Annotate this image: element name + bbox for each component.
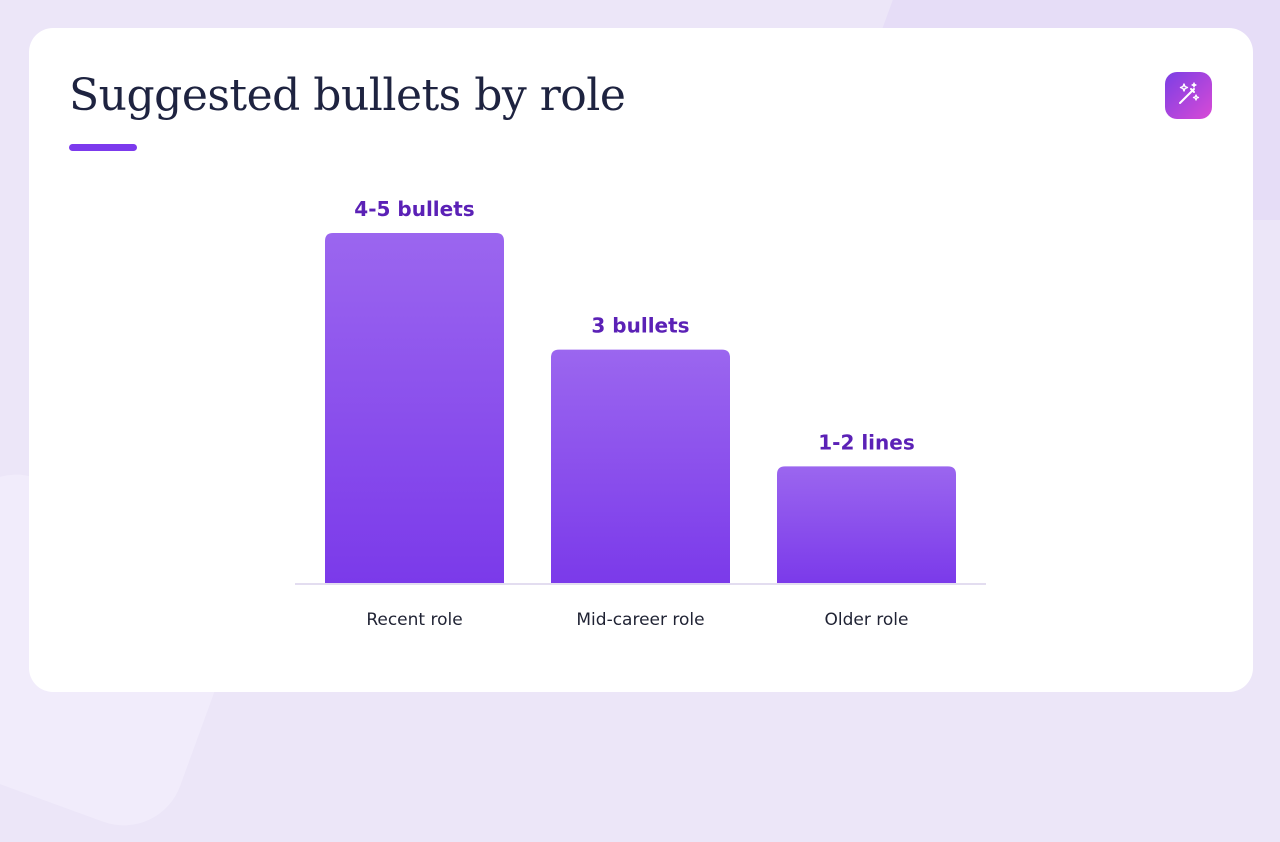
magic-wand-button[interactable] (1165, 72, 1212, 119)
data-label: 4-5 bullets (354, 197, 474, 221)
slide-title: Suggested bullets by role (69, 70, 626, 121)
magic-wand-icon (1175, 80, 1203, 112)
data-label: 3 bullets (591, 314, 689, 338)
category-label: Recent role (366, 610, 462, 630)
data-label: 1-2 lines (818, 430, 915, 454)
category-label: Mid-career role (576, 610, 704, 630)
category-label: Older role (825, 610, 909, 630)
bar-chart: 4-5 bullets Recent role 3 bullets Mid-caree… (295, 197, 986, 630)
title-underline (69, 144, 137, 151)
bar-recent-role (325, 233, 504, 583)
bar-older-role (777, 466, 956, 583)
bar-mid-career-role (551, 349, 730, 583)
